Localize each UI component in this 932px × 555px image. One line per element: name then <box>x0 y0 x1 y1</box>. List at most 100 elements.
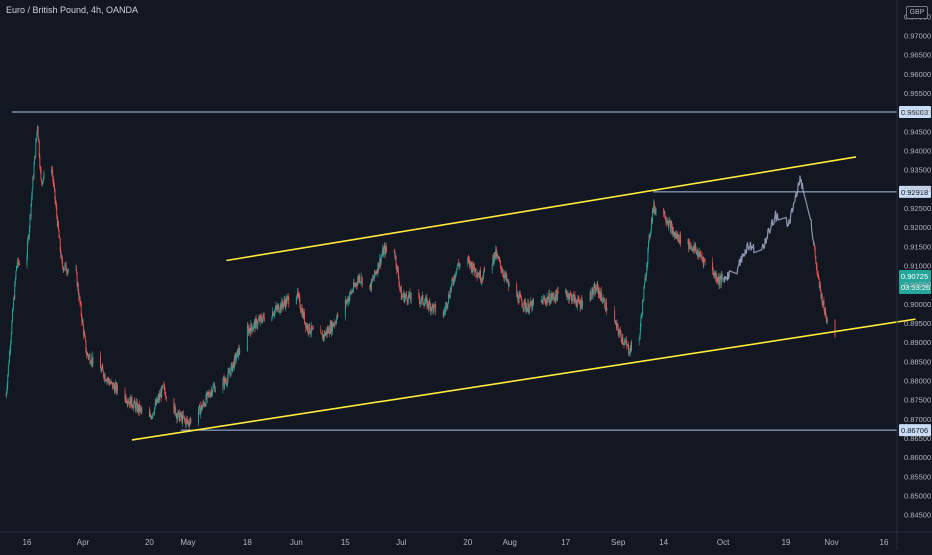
candle <box>405 291 407 300</box>
candle <box>15 270 17 280</box>
candle-body <box>456 268 458 274</box>
candle <box>59 237 61 254</box>
candle-body <box>527 302 529 309</box>
candle <box>668 217 670 232</box>
candle <box>29 213 31 233</box>
candle <box>81 313 83 326</box>
candle <box>273 312 275 316</box>
candle-body <box>309 323 311 333</box>
candle-body <box>35 138 37 142</box>
candle-body <box>189 421 191 426</box>
candle-body <box>248 328 250 334</box>
candle <box>228 367 230 374</box>
candle-body <box>137 404 139 412</box>
candle <box>62 257 64 270</box>
candle <box>703 257 705 262</box>
candle-body <box>821 294 823 299</box>
candle <box>606 297 607 315</box>
candle <box>653 199 655 214</box>
candle-body <box>694 245 695 250</box>
candle-body <box>224 377 226 387</box>
currency-button[interactable]: GBP <box>906 6 928 19</box>
candle <box>580 295 582 309</box>
candle-body <box>209 392 210 396</box>
candle-body <box>334 321 336 325</box>
candle-body <box>139 404 140 412</box>
candle <box>593 281 595 288</box>
candle <box>821 293 823 308</box>
candle <box>650 217 652 234</box>
candle-body <box>504 275 505 279</box>
candle-body <box>445 302 447 306</box>
x-tick-label: Jul <box>396 538 406 547</box>
candle <box>272 310 274 317</box>
candle <box>545 297 547 308</box>
candle <box>109 381 111 385</box>
candle <box>104 372 106 381</box>
candle-body <box>653 203 655 212</box>
candle-body <box>467 258 469 265</box>
candle <box>545 299 547 305</box>
candle <box>381 251 383 258</box>
candle <box>653 200 655 216</box>
candle-body <box>666 221 668 223</box>
candle-body <box>381 256 382 259</box>
candle-body <box>627 345 628 347</box>
candle-body <box>619 329 621 333</box>
candle-body <box>665 219 667 223</box>
candle-body <box>310 332 312 334</box>
candle-body <box>132 407 134 409</box>
candle-body <box>505 272 507 278</box>
candle-body <box>248 327 249 334</box>
candle-body <box>353 282 355 287</box>
candle-body <box>715 274 717 278</box>
candle <box>132 404 133 410</box>
candle <box>456 267 458 275</box>
candle-body <box>183 416 185 420</box>
candle <box>470 262 472 274</box>
candle-body <box>494 252 496 260</box>
candle-body <box>155 399 157 405</box>
candle-body <box>523 307 525 309</box>
candle <box>17 257 19 268</box>
candle-body <box>547 298 549 303</box>
candle <box>65 261 67 271</box>
candle <box>308 322 310 336</box>
candle <box>471 261 473 273</box>
candle <box>373 276 375 280</box>
candle-body <box>299 297 301 308</box>
candle <box>408 295 410 299</box>
candle <box>715 271 716 282</box>
candle <box>818 274 820 280</box>
candle <box>692 248 694 252</box>
candle-body <box>336 318 338 324</box>
candle-body <box>199 404 201 406</box>
candle-body <box>471 263 473 271</box>
candle <box>198 405 200 416</box>
candle-body <box>580 299 582 308</box>
candle-body <box>579 302 581 304</box>
y-tick-label: 0.87000 <box>904 415 931 424</box>
candle <box>181 411 182 421</box>
candle-body <box>257 320 259 326</box>
candle <box>271 315 273 322</box>
candle-body <box>238 348 240 352</box>
candle <box>299 303 301 314</box>
candle-body <box>531 302 533 310</box>
candle <box>159 390 161 401</box>
candle-body <box>301 308 303 317</box>
candle-body <box>526 307 528 312</box>
candle-body <box>408 292 410 297</box>
candle-body <box>557 290 558 301</box>
candle <box>476 272 478 282</box>
candle-body <box>360 281 362 283</box>
candle <box>66 269 68 275</box>
y-tick-label: 0.97000 <box>904 31 931 40</box>
candle-body <box>305 324 307 328</box>
candle <box>332 320 333 336</box>
candle-body <box>55 199 57 204</box>
candle-body <box>188 424 190 426</box>
candle <box>664 210 666 219</box>
